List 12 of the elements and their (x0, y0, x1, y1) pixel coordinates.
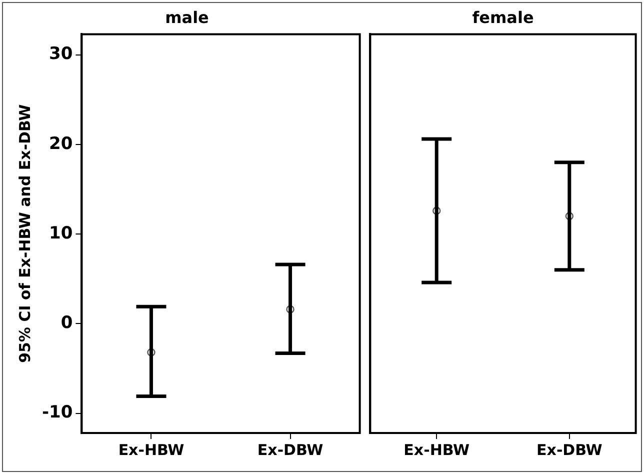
x-tick-label: Ex-HBW (404, 440, 470, 459)
y-tick-label: 10 (49, 223, 73, 244)
x-tick-label: Ex-DBW (536, 440, 603, 459)
y-tick-label: 30 (49, 44, 73, 64)
chart-title: female (472, 8, 534, 27)
x-tick-label: Ex-HBW (118, 440, 185, 459)
y-axis-title: 95% CI of Ex-HBW and Ex-DBW (16, 104, 34, 363)
y-tick-label: 0 (60, 313, 73, 334)
y-tick-label: 20 (49, 134, 73, 154)
x-tick-label: Ex-DBW (257, 440, 324, 459)
y-tick-label: -10 (42, 402, 73, 423)
chart-title: male (165, 8, 210, 27)
